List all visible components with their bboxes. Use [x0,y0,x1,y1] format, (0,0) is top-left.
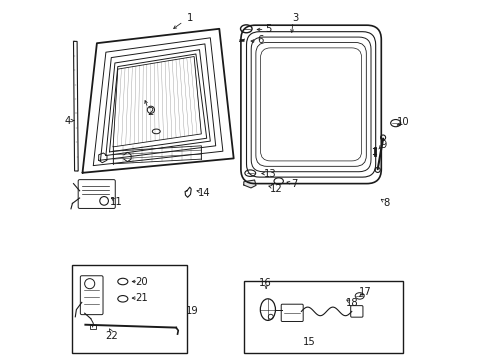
Text: 9: 9 [379,140,386,150]
Text: 5: 5 [264,24,271,34]
Text: 11: 11 [110,197,123,207]
Text: 1: 1 [187,13,193,23]
Text: 13: 13 [263,168,275,179]
Text: 8: 8 [383,198,389,208]
Bar [89,325,96,329]
Polygon shape [244,180,256,188]
Text: 12: 12 [269,184,282,194]
Text: 4: 4 [64,116,70,126]
Bar [72,265,186,353]
Text: 15: 15 [302,337,315,347]
Text: 10: 10 [396,117,408,127]
Text: 2: 2 [147,107,154,117]
Text: 7: 7 [290,179,297,189]
Text: 17: 17 [358,287,371,297]
Text: 18: 18 [346,298,358,308]
Text: 21: 21 [135,293,148,303]
Text: 20: 20 [135,276,148,287]
Text: 16: 16 [259,278,271,288]
Text: 6: 6 [257,35,264,45]
Bar [244,281,402,353]
Text: 14: 14 [198,188,210,198]
Text: 19: 19 [185,306,198,316]
Text: 3: 3 [291,13,297,23]
Text: 22: 22 [105,330,118,341]
